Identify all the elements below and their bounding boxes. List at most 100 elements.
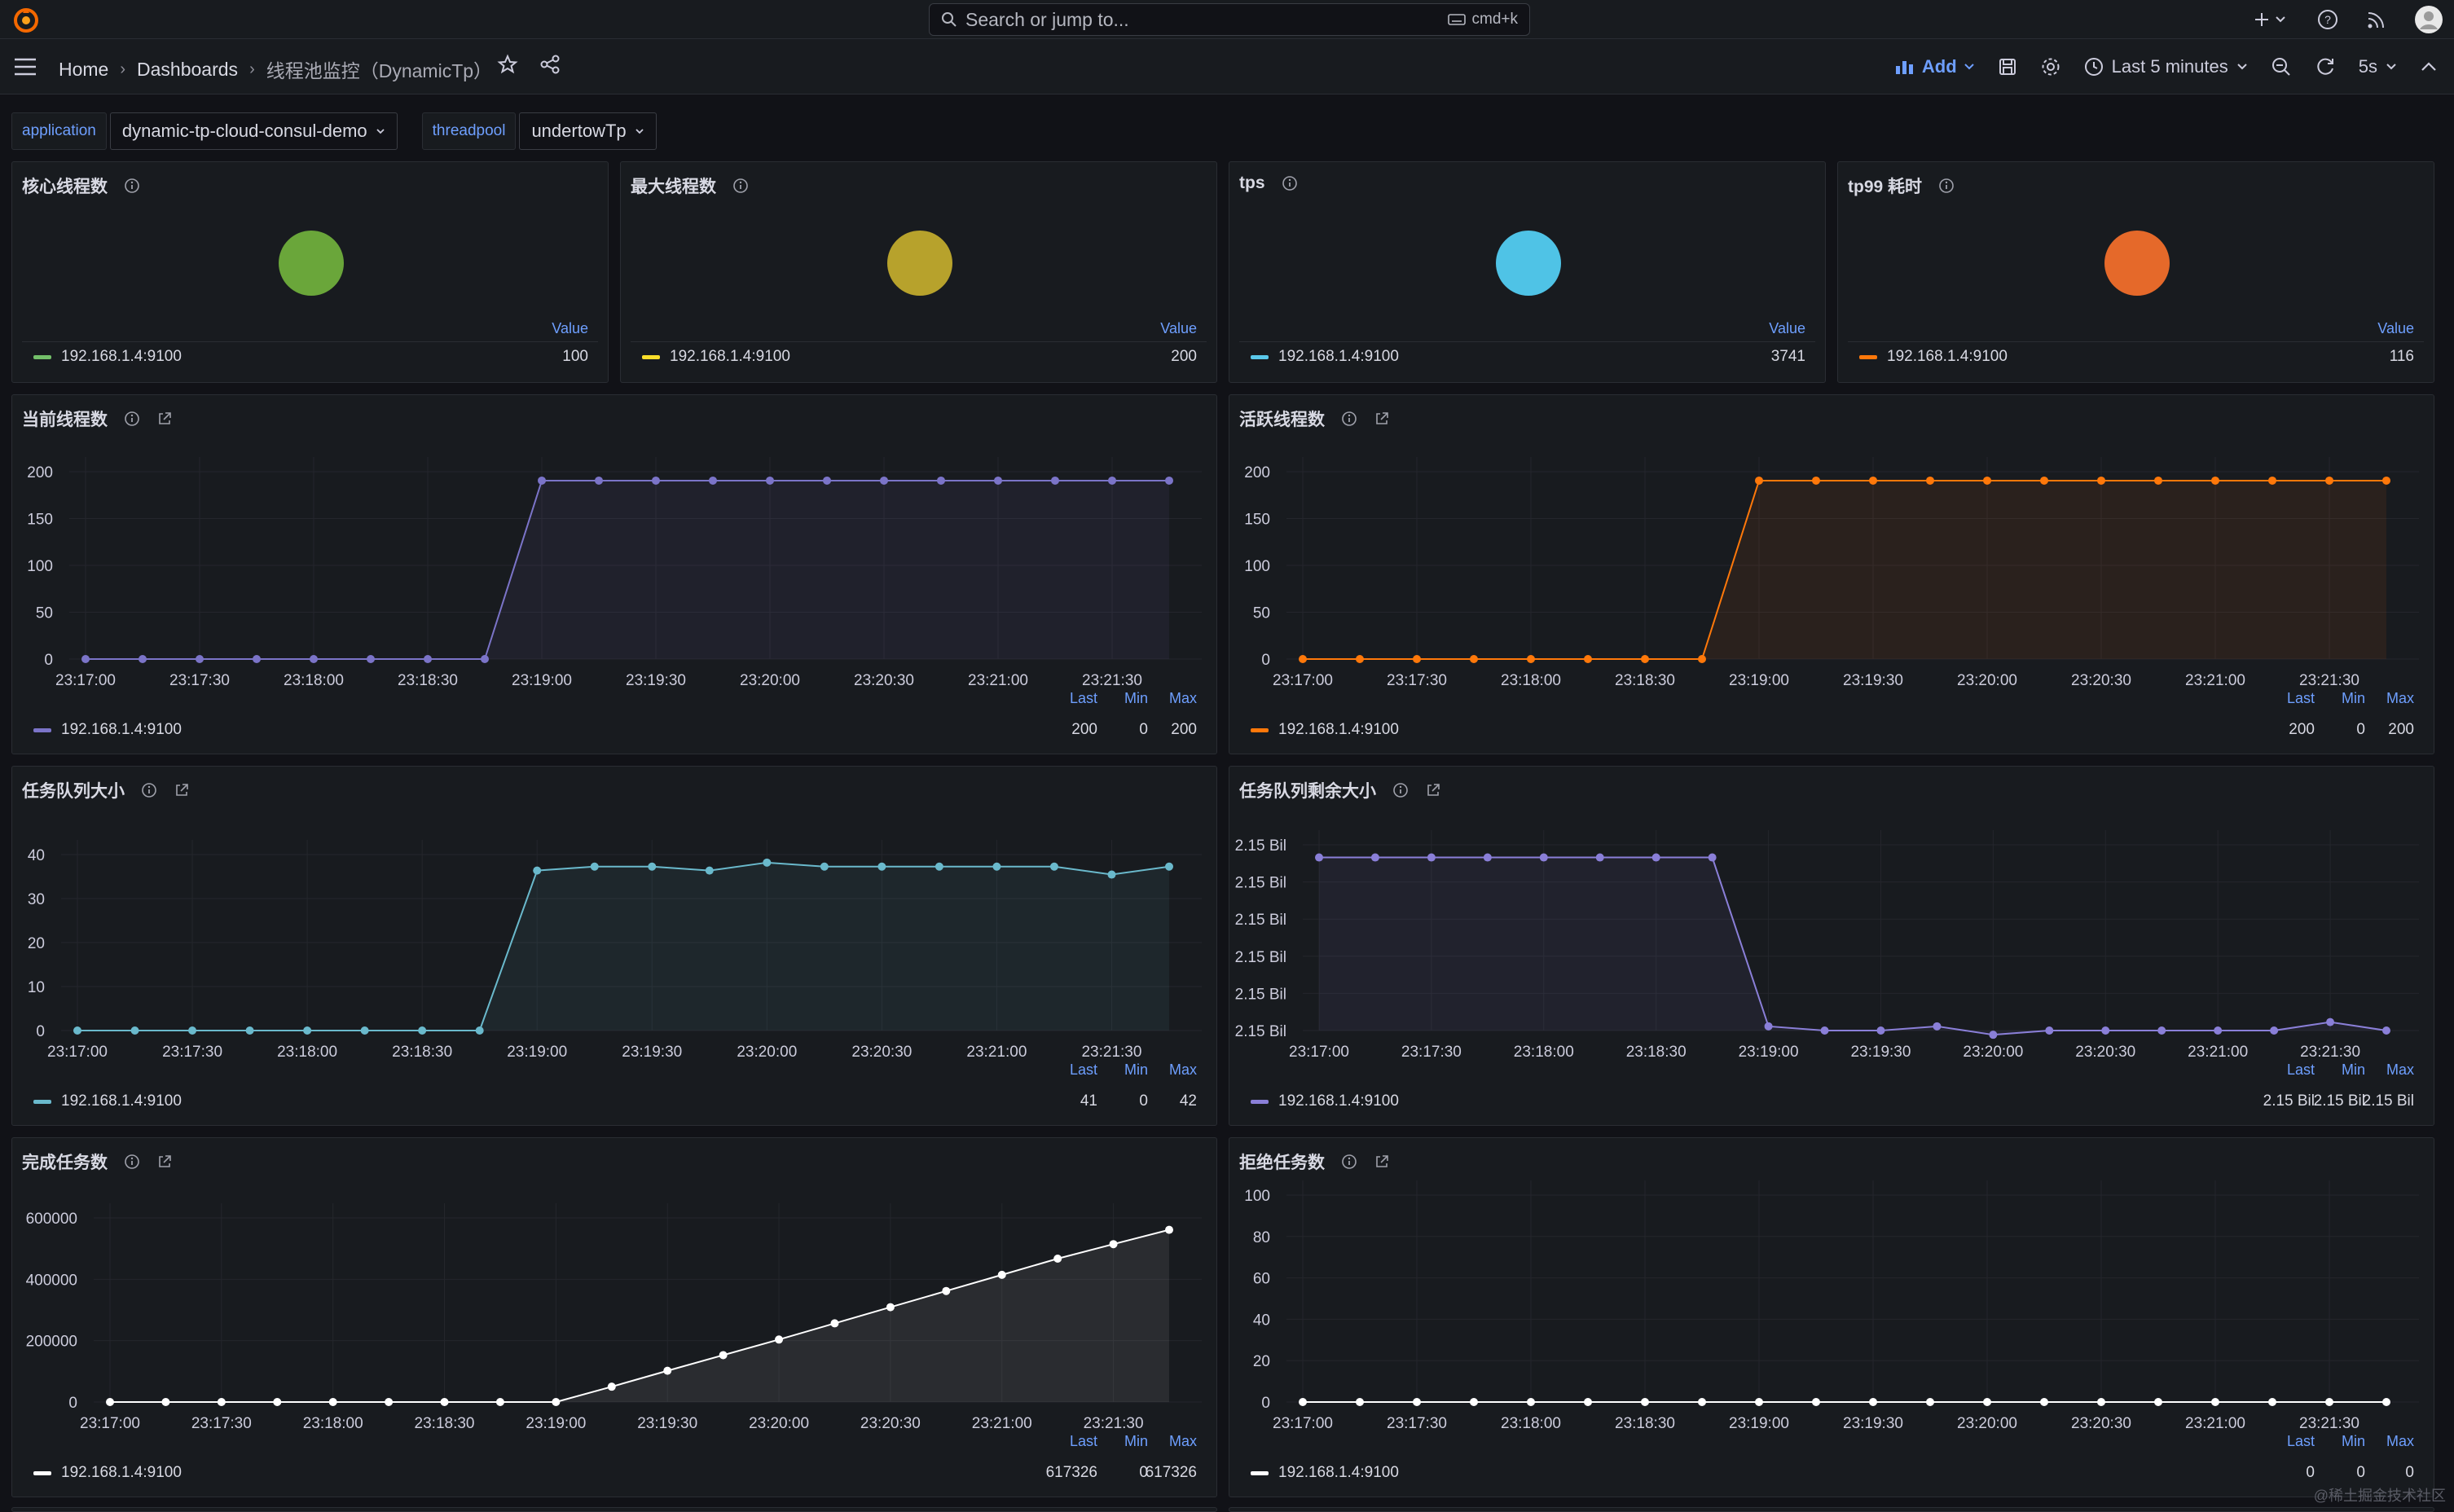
external-link-icon[interactable] xyxy=(1374,411,1390,427)
stat-value-circle xyxy=(886,231,952,296)
x-tick-label: 23:17:30 xyxy=(1387,672,1447,688)
x-tick-label: 23:18:00 xyxy=(303,1415,363,1431)
info-icon[interactable] xyxy=(1341,411,1357,427)
panel-title[interactable]: 任务队列大小 xyxy=(22,778,190,802)
threadpool-select[interactable]: undertowTp xyxy=(519,112,657,150)
data-point xyxy=(1926,476,1934,485)
panel-title[interactable]: tp99 耗时 xyxy=(1848,174,1955,198)
breadcrumb-home[interactable]: Home xyxy=(59,58,109,80)
data-point xyxy=(2268,476,2276,485)
share-icon[interactable] xyxy=(539,54,561,75)
legend-item[interactable]: 192.168.1.4:9100 xyxy=(1251,348,1399,366)
legend-item[interactable]: 192.168.1.4:9100 xyxy=(1251,1464,1399,1482)
menu-icon[interactable] xyxy=(13,55,37,78)
info-icon[interactable] xyxy=(1282,175,1298,191)
save-icon[interactable] xyxy=(1998,57,2017,77)
legend-item[interactable]: 192.168.1.4:9100 xyxy=(33,1464,182,1482)
legend-item[interactable]: 192.168.1.4:9100 xyxy=(33,348,182,366)
grafana-logo-icon[interactable] xyxy=(11,5,41,34)
zoom-out-icon[interactable] xyxy=(2271,56,2292,77)
x-tick-label: 23:18:30 xyxy=(1615,1415,1675,1431)
nav-bar: Home › Dashboards › 线程池监控（DynamicTp） Add… xyxy=(0,39,2454,94)
info-icon[interactable] xyxy=(141,782,157,798)
gear-icon[interactable] xyxy=(2040,56,2061,77)
external-link-icon[interactable] xyxy=(174,782,190,798)
x-tick-label: 23:20:00 xyxy=(1957,1415,2017,1431)
breadcrumb-dashboards[interactable]: Dashboards xyxy=(137,58,239,80)
data-point xyxy=(1470,1398,1478,1406)
time-range-picker[interactable]: Last 5 minutes xyxy=(2084,56,2248,77)
x-tick-label: 23:21:00 xyxy=(2185,672,2245,688)
chart-svg[interactable]: 0 200000 400000 600000 23:17:00 23:17:30 23:18… xyxy=(12,1138,1218,1431)
search-input[interactable]: Search or jump to... cmd+k xyxy=(929,3,1530,36)
legend-item[interactable]: 192.168.1.4:9100 xyxy=(642,348,790,366)
legend-value: 0 xyxy=(2306,1464,2315,1481)
legend-series-name: 192.168.1.4:9100 xyxy=(61,348,182,365)
data-point xyxy=(1820,1026,1829,1035)
refresh-interval-picker[interactable]: 5s xyxy=(2359,56,2397,77)
chart-svg[interactable]: 0 10 20 30 40 23:17:00 23:17:30 23:18:00 23:18:3… xyxy=(12,767,1218,1060)
info-icon[interactable] xyxy=(732,178,749,194)
data-point xyxy=(1049,862,1058,871)
x-tick-label: 23:17:00 xyxy=(47,1044,108,1060)
refresh-icon[interactable] xyxy=(2315,56,2336,77)
info-icon[interactable] xyxy=(1392,782,1409,798)
panel-title[interactable]: 拒绝任务数 xyxy=(1239,1149,1390,1174)
y-tick-label: 150 xyxy=(1244,512,1270,529)
legend-value: 41 xyxy=(1080,1092,1097,1110)
series-line xyxy=(110,1228,1170,1403)
data-point xyxy=(1107,870,1116,879)
info-icon[interactable] xyxy=(124,1154,140,1170)
chevron-up-icon[interactable] xyxy=(2420,61,2438,73)
legend-item[interactable]: 192.168.1.4:9100 xyxy=(1859,348,2008,366)
star-icon[interactable] xyxy=(497,54,518,75)
panel-title[interactable]: 活跃线程数 xyxy=(1239,407,1390,431)
panel-title[interactable]: 完成任务数 xyxy=(22,1149,173,1174)
info-icon[interactable] xyxy=(1938,178,1955,194)
chart-svg[interactable]: 0 50 100 150 200 23:17:00 23:17:30 23:18:00 23:1… xyxy=(1229,395,2435,688)
external-link-icon[interactable] xyxy=(156,1154,173,1170)
x-tick-label: 23:21:30 xyxy=(2299,1415,2359,1431)
help-button[interactable]: ? xyxy=(2317,9,2338,30)
panel-title[interactable]: 核心线程数 xyxy=(22,174,140,198)
legend-item[interactable]: 192.168.1.4:9100 xyxy=(33,1092,182,1110)
add-button[interactable]: Add xyxy=(1894,56,1975,77)
application-select[interactable]: dynamic-tp-cloud-consul-demo xyxy=(109,112,398,150)
x-tick-label: 23:21:30 xyxy=(2299,672,2359,688)
info-icon[interactable] xyxy=(124,411,140,427)
info-icon[interactable] xyxy=(1341,1154,1357,1170)
chart-svg[interactable]: 0 50 100 150 200 23:17:00 23:17:30 23:18:00 23:1… xyxy=(12,395,1218,688)
legend-swatch xyxy=(1859,354,1877,359)
external-link-icon[interactable] xyxy=(156,411,173,427)
divider xyxy=(22,341,598,342)
breadcrumb-current: 线程池监控（DynamicTp） xyxy=(266,60,493,81)
legend-value: 0 xyxy=(1139,1092,1148,1110)
legend-item[interactable]: 192.168.1.4:9100 xyxy=(33,721,182,739)
legend-value: 42 xyxy=(1179,1092,1197,1110)
data-point xyxy=(1483,853,1492,862)
legend-swatch xyxy=(33,727,51,732)
chart-svg[interactable]: 2.15 Bil 2.15 Bil 2.15 Bil 2.15 Bil 2.15 Bil… xyxy=(1229,767,2435,1060)
external-link-icon[interactable] xyxy=(1425,782,1441,798)
legend-item[interactable]: 192.168.1.4:9100 xyxy=(1251,1092,1399,1110)
x-tick-label: 23:18:00 xyxy=(1514,1044,1574,1060)
panel-title[interactable]: 任务队列剩余大小 xyxy=(1239,778,1441,802)
x-tick-label: 23:19:30 xyxy=(1850,1044,1911,1060)
news-button[interactable] xyxy=(2366,9,2387,30)
info-icon[interactable] xyxy=(124,178,140,194)
user-avatar[interactable] xyxy=(2415,6,2443,33)
x-tick-label: 23:19:00 xyxy=(1739,1044,1799,1060)
legend-item[interactable]: 192.168.1.4:9100 xyxy=(1251,721,1399,739)
data-point xyxy=(139,655,147,663)
y-tick-label: 600000 xyxy=(26,1211,77,1228)
watermark: @稀土掘金技术社区 xyxy=(2313,1488,2446,1504)
external-link-icon[interactable] xyxy=(1374,1154,1390,1170)
add-label: Add xyxy=(1921,56,1957,77)
data-point xyxy=(1812,476,1820,485)
chart-svg[interactable]: 0 20 40 60 80 100 23:17:00 23:17:30 23:18:00 23:1… xyxy=(1229,1138,2435,1431)
new-menu-button[interactable] xyxy=(2254,10,2289,29)
data-point xyxy=(1584,1398,1592,1406)
panel-title[interactable]: 当前线程数 xyxy=(22,407,173,431)
panel-title[interactable]: 最大线程数 xyxy=(631,174,749,198)
panel-title[interactable]: tps xyxy=(1239,174,1298,193)
